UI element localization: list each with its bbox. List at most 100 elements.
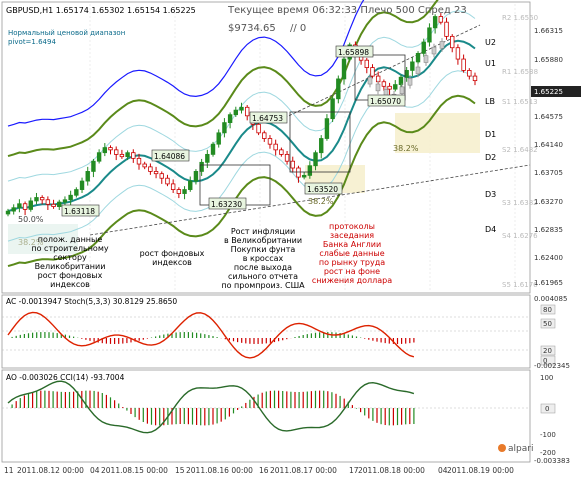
candle-body — [125, 152, 130, 158]
ac-panel-frame — [1, 294, 531, 369]
price-tick: 1.61965 — [534, 279, 563, 287]
price-tick: 1.62835 — [534, 226, 563, 234]
candle-body — [165, 177, 170, 185]
ac-axis-tick: 80 — [543, 306, 552, 314]
range-label: Нормальный ценовой диапазон — [8, 29, 125, 37]
ac-axis: 0.004085 80 50 20 0 -0.002345 — [534, 295, 570, 370]
price-tick: 1.63270 — [534, 198, 563, 206]
candle-body — [301, 174, 307, 178]
annotation-line: по строительному — [31, 244, 108, 253]
time-tick: 2011.08.16 00:00 — [186, 466, 253, 475]
candle-body — [324, 118, 330, 139]
ao-axis-tick: -200 — [540, 449, 556, 457]
fib-zone — [8, 224, 78, 254]
price-axis: 1.66315 1.65880 1.65225 1.64575 1.64140 … — [531, 27, 581, 287]
candle-body — [39, 197, 45, 201]
projection-candle — [415, 66, 421, 75]
price-box-text: 1.64753 — [252, 114, 283, 123]
ao-axis-tick: -100 — [540, 431, 556, 439]
candle-body — [85, 171, 90, 182]
candle-body — [307, 165, 313, 176]
projection-candle — [375, 83, 381, 92]
time-tick: 15 — [175, 466, 185, 475]
annotation-line: после выхода — [234, 263, 292, 272]
price-tick: 1.63705 — [534, 169, 563, 177]
annotation-1: полож. данные по строительному сектору В… — [31, 235, 108, 289]
projection-candle — [367, 76, 373, 85]
candle-body — [421, 41, 426, 54]
ao-axis: 100 0 -100 -200 -0.003383 — [534, 374, 570, 465]
candle-body — [51, 203, 56, 207]
price-tick: 1.64140 — [534, 141, 563, 149]
time-tick: 2011.08.19 00:00 — [447, 466, 514, 475]
candle-body — [182, 189, 187, 194]
candle-body — [68, 194, 73, 201]
upper-channel-line — [7, 0, 439, 158]
candle-body — [262, 132, 267, 139]
ac-panel-label: AC -0.0013947 Stoch(5,3,3) 30.8129 25.86… — [6, 297, 177, 306]
price-tick: 1.64575 — [534, 113, 563, 121]
level-s3: S3 1.6382 — [502, 199, 538, 207]
candle-body — [472, 75, 478, 82]
time-tick: 04 — [90, 466, 100, 475]
trend-line — [279, 24, 481, 121]
candle-body — [28, 200, 33, 210]
annotation-line: индексов — [152, 258, 192, 267]
time-tick: 2011.08.12 00:00 — [17, 466, 84, 475]
level-s5: S5 1.6176 — [502, 281, 538, 289]
price-tick: 1.65880 — [534, 56, 563, 64]
annotation-line: протоколы — [329, 222, 375, 231]
candle-body — [216, 132, 221, 145]
candle-body — [279, 149, 284, 155]
ao-panel — [2, 380, 530, 434]
balance-label: $9734.65 — [228, 23, 276, 34]
zone-d1: D1 — [485, 130, 496, 139]
annotation-3: Рост инфляции в Великобритании Покупки ф… — [221, 227, 305, 290]
time-axis: 11 2011.08.12 00:00 04 2011.08.15 00:00 … — [4, 466, 514, 475]
ao-axis-box — [540, 403, 556, 414]
level-s4: S4 1.6276 — [502, 232, 538, 240]
annotation-line: сектору — [53, 253, 87, 262]
zone-u1: U1 — [485, 59, 496, 68]
candle-body — [444, 21, 449, 37]
candlestick-series — [5, 13, 478, 217]
current-price-label: 1.65225 — [534, 88, 563, 96]
alpari-logo-icon — [498, 444, 506, 452]
candle-body — [210, 143, 216, 155]
annotation-line: рост фондовых — [38, 271, 103, 280]
price-box — [208, 197, 247, 210]
price-box — [151, 149, 190, 162]
candle-body — [313, 152, 318, 167]
candle-body — [62, 199, 68, 203]
ac-axis-tick: 50 — [543, 320, 552, 328]
annotation-line: по рынку труда — [319, 258, 385, 267]
zone-lb: LB — [485, 97, 495, 106]
candle-body — [102, 147, 108, 154]
stochastic-main-line — [7, 311, 415, 359]
ao-axis-tick: -0.003383 — [534, 457, 570, 465]
candle-body — [364, 59, 369, 68]
time-tick: 2011.08.18 00:00 — [358, 466, 425, 475]
trend-line — [89, 164, 531, 236]
price-box — [335, 45, 374, 58]
candle-body — [450, 35, 455, 49]
price-box-text: 1.63230 — [211, 200, 242, 209]
candle-body — [5, 210, 11, 215]
alpari-logo: alpari — [498, 444, 533, 454]
projection-candle — [407, 78, 413, 86]
candle-body — [108, 147, 113, 151]
annotation-line: полож. данные — [38, 235, 103, 244]
candle-body — [148, 166, 153, 172]
price-tick: 1.62400 — [534, 254, 563, 262]
zone-u2: U2 — [485, 38, 496, 47]
level-r1: R1 1.6538 — [502, 68, 538, 76]
candle-body — [296, 167, 301, 178]
annotation-line: Покупки фунта — [231, 245, 296, 254]
candle-body — [410, 61, 415, 71]
candle-body — [79, 180, 85, 190]
ao-axis-tick: 100 — [540, 374, 553, 382]
level-r2: R2 1.6560 — [502, 14, 538, 22]
annotation-line: по промпроиз. США — [221, 281, 305, 290]
annotation-line: рост фондовых — [140, 249, 205, 258]
